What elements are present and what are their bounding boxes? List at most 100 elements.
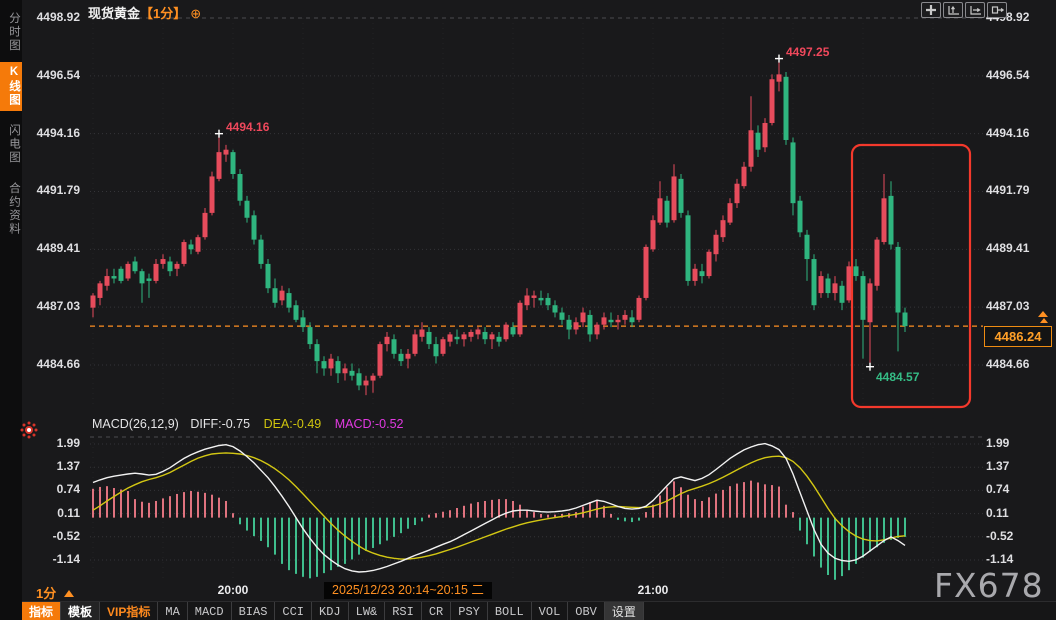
- candle-body: [629, 317, 635, 323]
- price-axis-label: 4489.41: [36, 241, 80, 256]
- indicator-toolbar: 指标 模板 VIP指标 MA MACD BIAS CCI KDJ LW& RSI CR PSY BOLL…: [22, 601, 1056, 620]
- candle-body: [314, 344, 320, 362]
- candle-body: [545, 297, 551, 306]
- candle-body: [216, 152, 222, 179]
- candle-body: [601, 317, 607, 325]
- candle-body: [881, 198, 887, 243]
- time-axis-label: 20:00: [217, 583, 249, 597]
- candle-body: [188, 244, 194, 250]
- candle-body: [846, 266, 852, 301]
- pane-expand-icon[interactable]: [987, 2, 1007, 18]
- candle-body: [783, 76, 789, 140]
- toolbar-item-指标[interactable]: 指标: [22, 602, 62, 620]
- macd-diff-line: [92, 442, 906, 573]
- candle-body: [349, 370, 355, 376]
- candle-body: [685, 215, 691, 281]
- candle-body: [195, 237, 201, 252]
- candle-body: [818, 276, 824, 294]
- interval-selector[interactable]: 1分: [36, 583, 75, 602]
- candle-body: [475, 329, 481, 335]
- candle-body: [146, 278, 152, 281]
- high-price-annotation: 4497.25: [786, 44, 830, 59]
- candle-body: [272, 288, 278, 303]
- candle-body: [671, 176, 677, 221]
- y-axis-scale-icon[interactable]: [943, 2, 963, 18]
- toolbar-item-模板[interactable]: 模板: [61, 602, 101, 620]
- sidebar-tab-1[interactable]: 分时图: [8, 12, 20, 53]
- toolbar-item-RSI[interactable]: RSI: [385, 602, 422, 620]
- toolbar-item-KDJ[interactable]: KDJ: [312, 602, 349, 620]
- candle-body: [888, 195, 894, 245]
- candle-body: [650, 220, 656, 250]
- toolbar-item-MACD[interactable]: MACD: [188, 602, 232, 620]
- sidebar-tab-2[interactable]: K线图: [0, 62, 22, 111]
- toolbar-item-设置[interactable]: 设置: [604, 602, 644, 620]
- toolbar-item-BIAS[interactable]: BIAS: [232, 602, 276, 620]
- macd-dea-value: DEA:-0.49: [263, 417, 322, 431]
- price-up-arrow-icon: [1040, 318, 1048, 323]
- candle-body: [258, 239, 264, 264]
- toolbar-item-CCI[interactable]: CCI: [275, 602, 313, 620]
- price-axis-label: 4489.41: [986, 241, 1030, 256]
- candle-body: [132, 261, 138, 272]
- candle-body: [482, 331, 488, 340]
- macd-hist-value: MACD:-0.52: [334, 417, 404, 431]
- candle-body: [356, 373, 362, 386]
- toolbar-item-VIP指标[interactable]: VIP指标: [100, 602, 159, 620]
- pan-icon[interactable]: [921, 2, 941, 18]
- candle-body: [825, 278, 831, 294]
- symbol-name: 现货黄金: [88, 6, 141, 21]
- price-axis-label: 4498.92: [36, 10, 80, 24]
- candle-body: [699, 271, 705, 277]
- toolbar-item-CR[interactable]: CR: [422, 602, 452, 620]
- candle-body: [398, 353, 404, 362]
- interval-label: 1分: [36, 586, 57, 601]
- macd-diff-value: DIFF:-0.75: [190, 417, 251, 431]
- sidebar: 分时图 K线图闪电图合约资料: [0, 0, 22, 620]
- candle-body: [755, 132, 761, 150]
- candle-body: [489, 334, 495, 340]
- alert-blink-icon[interactable]: [21, 422, 37, 438]
- toolbar-item-PSY[interactable]: PSY: [451, 602, 488, 620]
- macd-axis-label: 1.37: [56, 459, 80, 474]
- candle-body: [594, 324, 600, 335]
- toolbar-item-VOL[interactable]: VOL: [532, 602, 569, 620]
- candle-body: [741, 166, 747, 187]
- chart-title: 现货黄金【1分】 ⊕: [88, 3, 201, 22]
- price-axis-label: 4494.16: [986, 125, 1030, 140]
- toolbar-item-MA[interactable]: MA: [158, 602, 188, 620]
- last-price-value: 4486.24: [994, 329, 1042, 344]
- candle-body: [573, 322, 579, 330]
- chart-tool-icons: [921, 2, 1007, 18]
- macd-axis-label: 0.11: [986, 505, 1009, 520]
- candle-body: [419, 329, 425, 337]
- sidebar-tab-3[interactable]: 闪电图: [8, 124, 20, 165]
- candle-body: [706, 251, 712, 277]
- candle-body: [853, 266, 859, 277]
- candle-body: [230, 152, 236, 175]
- candle-body: [769, 79, 775, 123]
- candle-body: [447, 334, 453, 342]
- price-axis-label: 4487.03: [36, 299, 80, 314]
- x-axis-scale-icon[interactable]: [965, 2, 985, 18]
- candle-body: [440, 339, 446, 354]
- candle-body: [300, 317, 306, 328]
- toolbar-item-LW&[interactable]: LW&: [349, 602, 386, 620]
- candle-body: [209, 176, 215, 213]
- toolbar-item-OBV[interactable]: OBV: [568, 602, 605, 620]
- candle-body: [538, 297, 544, 301]
- sidebar-tab-4[interactable]: 合约资料: [8, 182, 20, 236]
- price-up-arrow-icon: [1038, 311, 1048, 317]
- price-axis-label: 4496.54: [986, 67, 1030, 82]
- candle-body: [720, 220, 726, 238]
- candle-body: [797, 200, 803, 233]
- candle-body: [237, 174, 243, 201]
- interval-tag: 【1分】: [140, 6, 187, 21]
- add-indicator-icon[interactable]: ⊕: [190, 6, 202, 21]
- candle-body: [223, 149, 229, 155]
- toolbar-item-BOLL[interactable]: BOLL: [488, 602, 532, 620]
- macd-dea-line: [92, 452, 906, 560]
- candle-body: [902, 312, 908, 327]
- highlight-box: [850, 143, 972, 409]
